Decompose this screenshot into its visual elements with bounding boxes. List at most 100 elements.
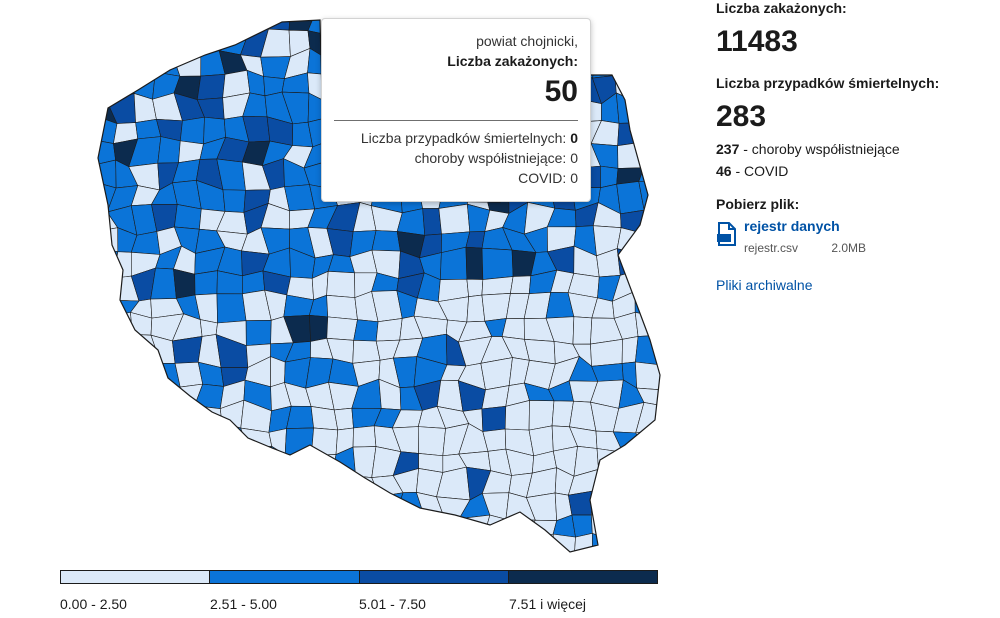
county-region[interactable] xyxy=(113,387,140,409)
county-region[interactable] xyxy=(680,557,700,560)
county-region[interactable] xyxy=(157,519,179,541)
file-download-icon[interactable] xyxy=(716,222,738,248)
county-region[interactable] xyxy=(136,533,163,560)
county-region[interactable] xyxy=(216,447,248,471)
county-region[interactable] xyxy=(422,208,442,236)
county-region[interactable] xyxy=(283,540,316,560)
county-region[interactable] xyxy=(150,557,175,560)
county-region[interactable] xyxy=(416,556,446,560)
county-region[interactable] xyxy=(85,53,116,82)
county-region[interactable] xyxy=(590,338,623,367)
county-region[interactable] xyxy=(85,30,111,60)
county-region[interactable] xyxy=(683,73,700,102)
county-region[interactable] xyxy=(94,338,118,360)
county-region[interactable] xyxy=(173,268,196,299)
county-region[interactable] xyxy=(481,293,511,322)
county-region[interactable] xyxy=(664,452,685,473)
county-region[interactable] xyxy=(590,25,620,54)
county-region[interactable] xyxy=(111,423,138,454)
county-region[interactable] xyxy=(172,513,200,545)
county-region[interactable] xyxy=(107,512,139,545)
county-region[interactable] xyxy=(218,513,248,538)
county-region[interactable] xyxy=(171,405,207,428)
county-region[interactable] xyxy=(270,356,286,388)
download-registry-link[interactable]: rejestr danych xyxy=(744,218,840,234)
county-region[interactable] xyxy=(304,533,329,560)
county-region[interactable] xyxy=(173,31,202,60)
county-region[interactable] xyxy=(127,467,161,493)
county-region[interactable] xyxy=(661,246,688,274)
county-region[interactable] xyxy=(113,356,140,389)
county-region[interactable] xyxy=(181,423,207,450)
county-region[interactable] xyxy=(465,246,484,280)
county-region[interactable] xyxy=(127,444,161,473)
county-region[interactable] xyxy=(665,488,687,521)
county-region[interactable] xyxy=(155,423,184,450)
county-region[interactable] xyxy=(664,50,689,79)
county-region[interactable] xyxy=(679,452,700,477)
county-region[interactable] xyxy=(113,403,138,429)
county-region[interactable] xyxy=(418,512,446,541)
county-region[interactable] xyxy=(394,534,425,560)
county-region[interactable] xyxy=(241,446,273,473)
county-region[interactable] xyxy=(150,536,179,560)
county-region[interactable] xyxy=(111,444,135,474)
county-region[interactable] xyxy=(657,534,680,560)
county-region[interactable] xyxy=(180,11,203,34)
county-region[interactable] xyxy=(612,509,647,544)
county-region[interactable] xyxy=(86,532,119,560)
county-region[interactable] xyxy=(665,297,688,322)
county-region[interactable] xyxy=(572,316,593,345)
county-region[interactable] xyxy=(613,540,647,560)
county-region[interactable] xyxy=(634,232,661,255)
county-region[interactable] xyxy=(502,518,536,540)
county-region[interactable] xyxy=(592,51,616,79)
county-region[interactable] xyxy=(116,333,136,360)
county-region[interactable] xyxy=(684,185,700,209)
county-region[interactable] xyxy=(510,275,532,295)
county-region[interactable] xyxy=(614,51,647,76)
county-region[interactable] xyxy=(591,490,624,516)
county-region[interactable] xyxy=(619,5,644,33)
county-region[interactable] xyxy=(683,50,700,75)
county-region[interactable] xyxy=(238,487,268,516)
county-region[interactable] xyxy=(157,136,181,164)
county-region[interactable] xyxy=(172,498,200,522)
county-region[interactable] xyxy=(592,468,624,496)
county-region[interactable] xyxy=(133,424,163,450)
county-region[interactable] xyxy=(678,246,700,274)
county-region[interactable] xyxy=(260,555,292,560)
county-region[interactable] xyxy=(135,28,162,60)
county-region[interactable] xyxy=(216,293,247,324)
county-region[interactable] xyxy=(681,357,700,383)
county-region[interactable] xyxy=(684,161,700,187)
county-region[interactable] xyxy=(661,428,685,454)
county-region[interactable] xyxy=(347,496,380,518)
county-region[interactable] xyxy=(637,74,664,103)
county-region[interactable] xyxy=(679,121,700,148)
county-region[interactable] xyxy=(679,407,700,428)
county-region[interactable] xyxy=(661,359,686,390)
county-region[interactable] xyxy=(151,491,181,521)
county-region[interactable] xyxy=(501,318,525,340)
county-region[interactable] xyxy=(682,488,700,520)
county-region[interactable] xyxy=(655,232,689,248)
county-region[interactable] xyxy=(334,490,356,518)
county-region[interactable] xyxy=(222,189,246,213)
county-region[interactable] xyxy=(331,475,357,501)
county-region[interactable] xyxy=(266,467,293,494)
county-region[interactable] xyxy=(528,425,554,457)
county-region[interactable] xyxy=(134,356,162,389)
county-region[interactable] xyxy=(596,448,624,477)
county-region[interactable] xyxy=(637,558,662,560)
county-region[interactable] xyxy=(193,488,223,514)
county-region[interactable] xyxy=(89,423,117,456)
county-region[interactable] xyxy=(304,510,339,542)
county-region[interactable] xyxy=(107,533,139,560)
county-region[interactable] xyxy=(617,122,644,147)
county-region[interactable] xyxy=(135,381,162,410)
county-region[interactable] xyxy=(172,336,203,364)
county-region[interactable] xyxy=(221,468,243,494)
county-region[interactable] xyxy=(685,470,700,497)
county-region[interactable] xyxy=(481,276,514,296)
